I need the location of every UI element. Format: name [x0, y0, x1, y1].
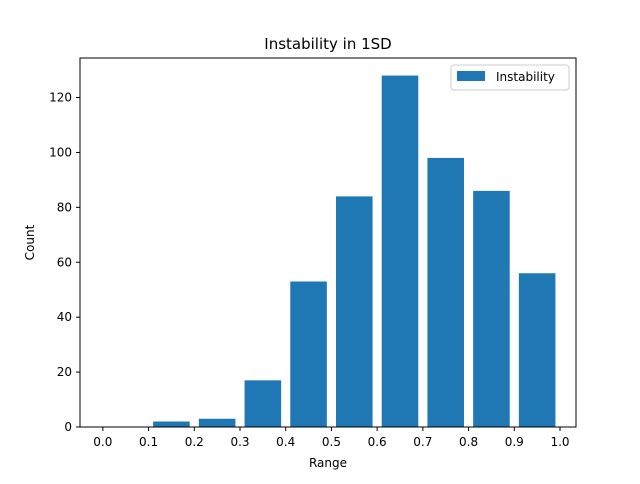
legend: Instability: [450, 64, 570, 91]
y-tick-label-5: 100: [49, 145, 72, 159]
x-tick-label-8: 0.8: [459, 435, 478, 449]
bar-7: [427, 157, 464, 427]
x-tick-label-7: 0.7: [413, 435, 432, 449]
x-tick-label-10: 1.0: [550, 435, 569, 449]
bar-2: [198, 418, 236, 427]
y-tick-label-2: 40: [57, 310, 72, 324]
x-axis-label: Range: [309, 456, 347, 470]
y-tick-label-0: 0: [64, 420, 72, 434]
x-tick-label-0: 0.0: [93, 435, 112, 449]
x-tick-label-5: 0.5: [322, 435, 341, 449]
y-axis-ticks: 0 20 40 60 80 100 120: [49, 91, 80, 434]
chart-title: Instability in 1SD: [264, 35, 391, 53]
bar-1: [153, 421, 190, 427]
y-tick-label-6: 120: [49, 91, 72, 105]
bar-6: [381, 75, 419, 427]
plot-frame: [79, 57, 577, 428]
x-tick-label-1: 0.1: [139, 435, 158, 449]
y-tick-label-4: 80: [57, 200, 72, 214]
bar-3: [244, 380, 282, 427]
bar-5: [336, 196, 373, 428]
bar-4: [290, 281, 327, 427]
y-axis-label: Count: [23, 224, 37, 260]
x-tick-label-2: 0.2: [185, 435, 204, 449]
y-tick-label-3: 60: [57, 255, 72, 269]
x-axis-ticks: 0.0 0.1 0.2 0.3 0.4 0.5 0.6 0.7 0.8 0.9 1.0: [93, 427, 570, 449]
legend-swatch: [457, 71, 485, 81]
legend-label: Instability: [496, 70, 555, 84]
bar-9: [518, 273, 556, 427]
bars-group: [153, 75, 556, 428]
x-tick-label-4: 0.4: [276, 435, 295, 449]
x-tick-label-3: 0.3: [230, 435, 249, 449]
x-tick-label-6: 0.6: [368, 435, 387, 449]
y-tick-label-1: 20: [57, 365, 72, 379]
x-tick-label-9: 0.9: [505, 435, 524, 449]
bar-8: [473, 190, 510, 427]
